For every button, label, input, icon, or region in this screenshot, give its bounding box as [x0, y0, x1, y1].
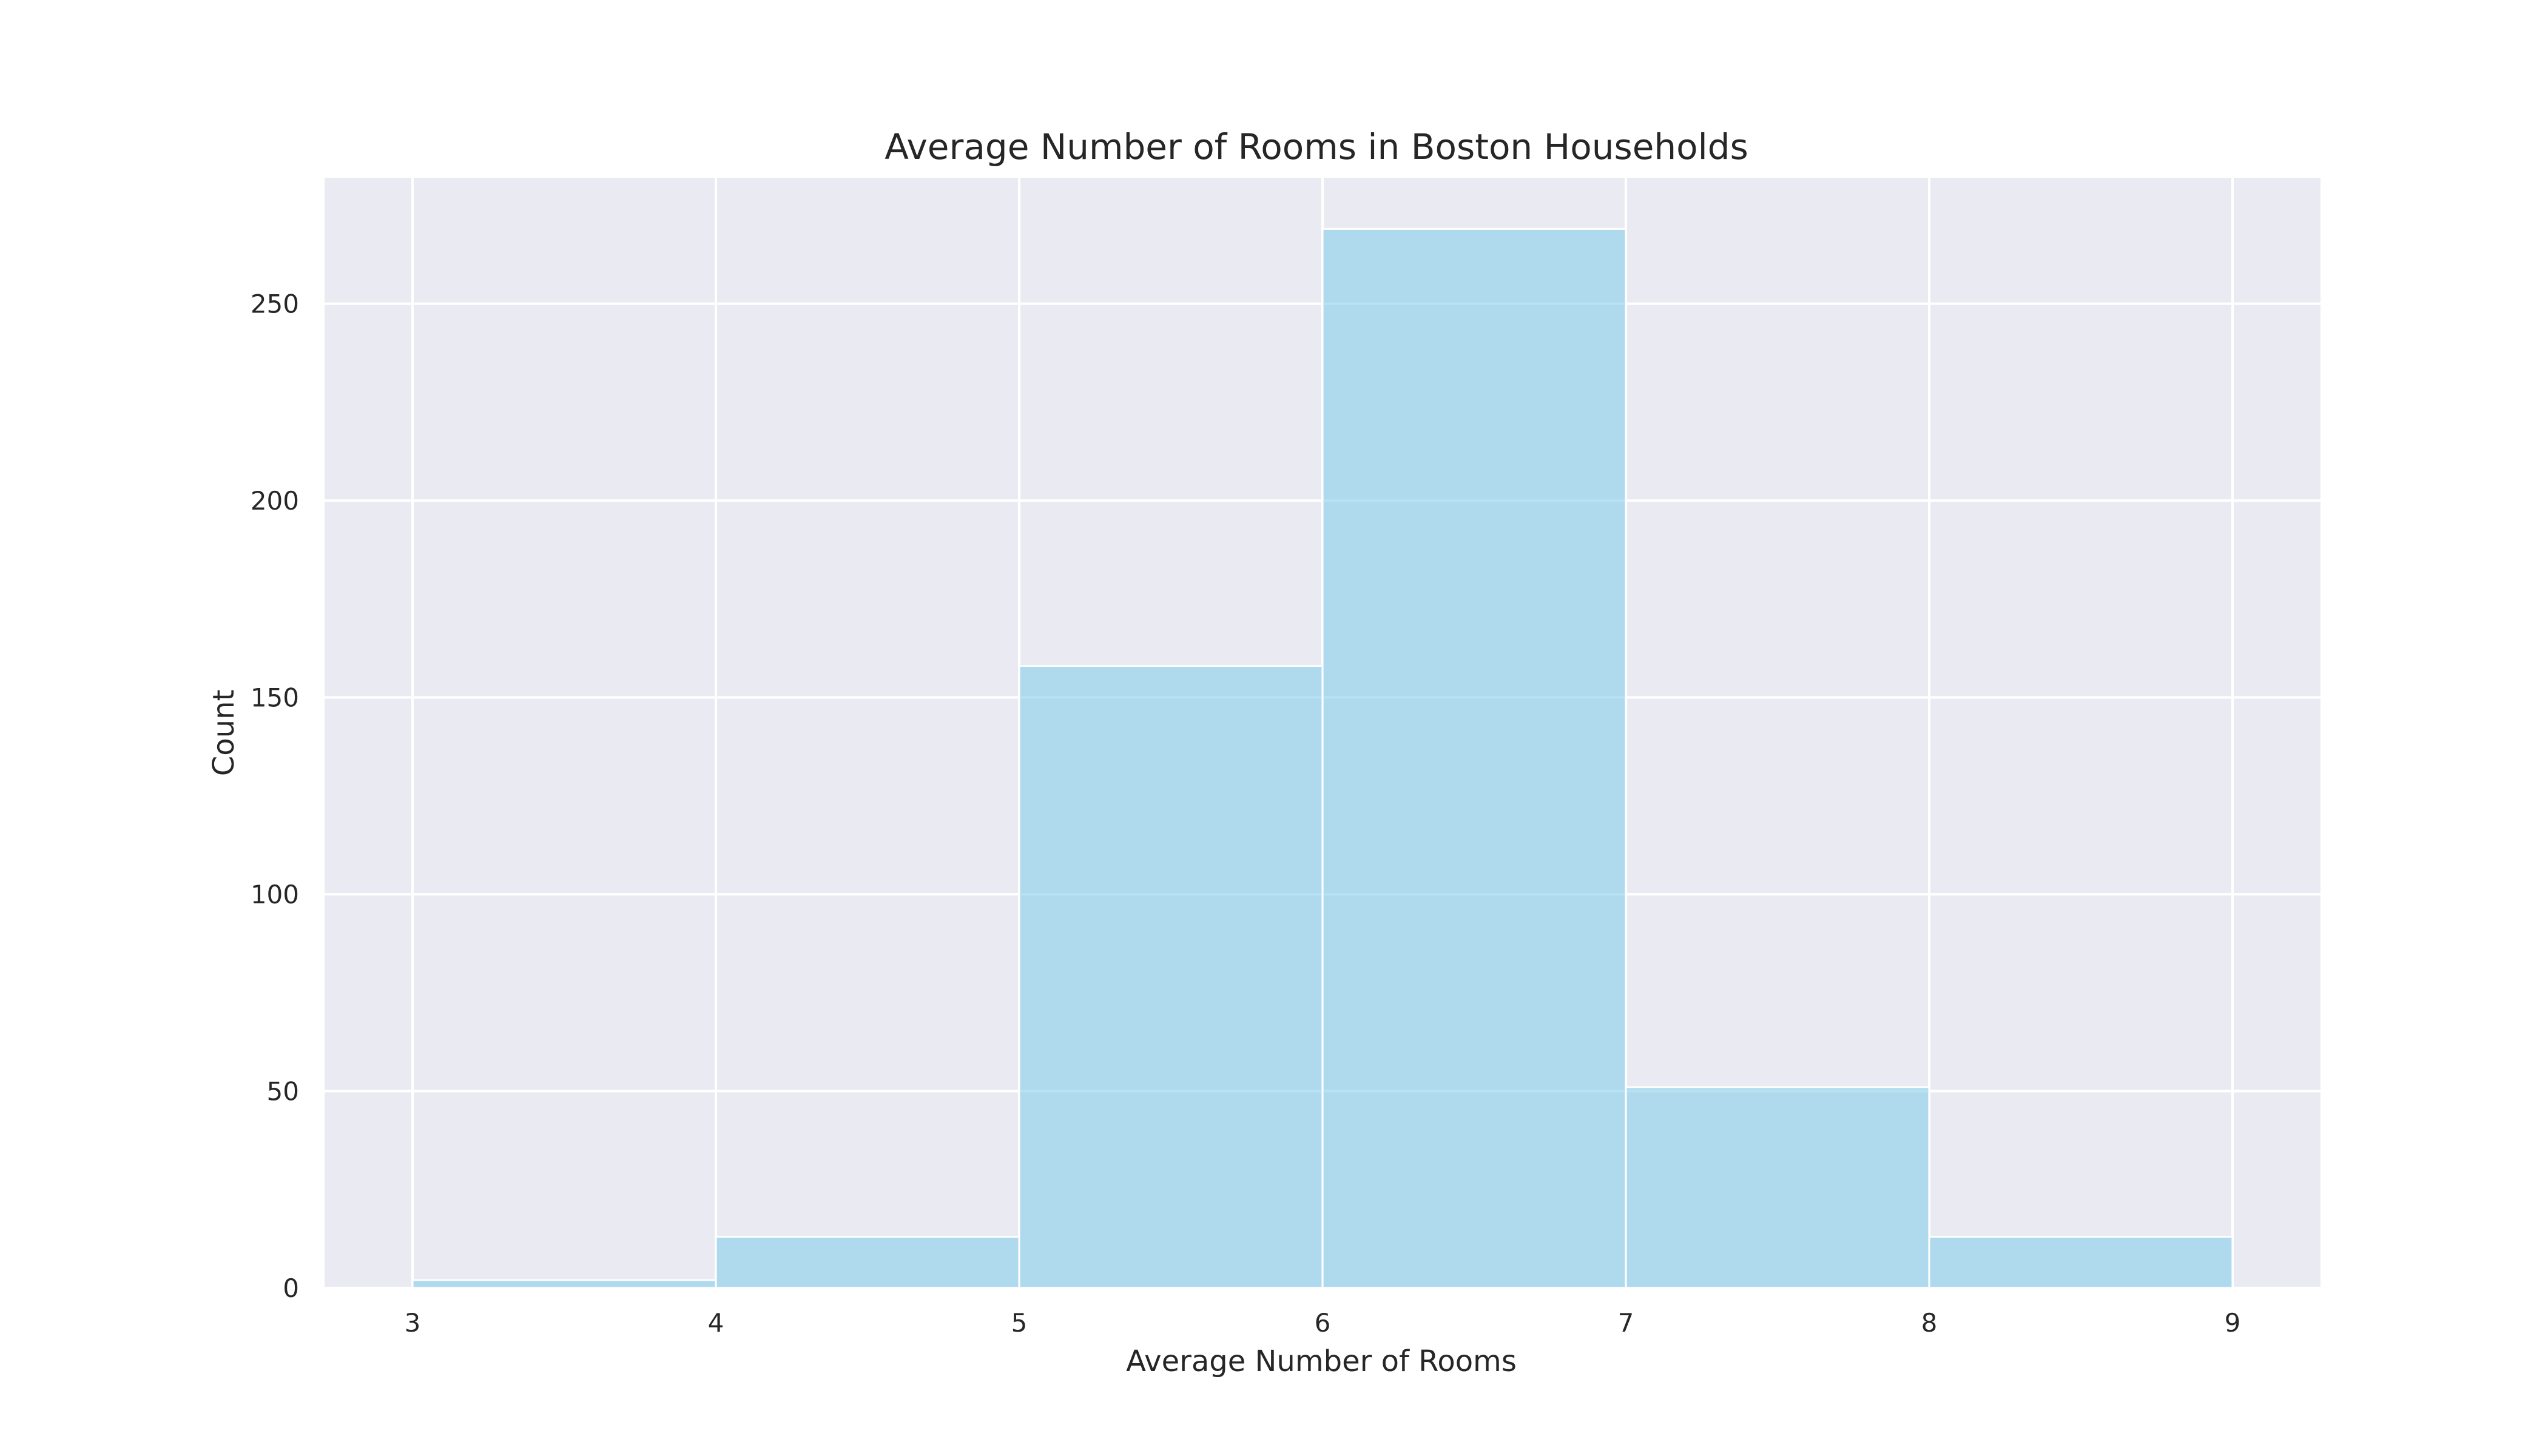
y-tick-label: 0: [283, 1273, 299, 1303]
x-tick-label: 6: [1315, 1308, 1331, 1338]
histogram-bar: [411, 1279, 717, 1289]
histogram-bar: [1928, 1236, 2234, 1289]
x-axis-label: Average Number of Rooms: [1126, 1344, 1517, 1378]
chart-title: Average Number of Rooms in Boston Househ…: [885, 126, 1748, 167]
y-axis-ticks: 0 50 100 150 200 250: [251, 289, 299, 1303]
y-tick-label: 250: [251, 289, 299, 319]
histogram-bar: [1321, 228, 1627, 1289]
histogram-bar: [1625, 1086, 1930, 1289]
y-tick-label: 100: [251, 880, 299, 909]
histogram-bars: [411, 228, 2234, 1289]
x-tick-label: 9: [2225, 1308, 2241, 1338]
y-tick-label: 150: [251, 683, 299, 713]
x-tick-label: 4: [708, 1308, 724, 1338]
x-tick-label: 8: [1921, 1308, 1938, 1338]
histogram-bar: [1018, 665, 1324, 1289]
x-tick-label: 5: [1011, 1308, 1028, 1338]
x-tick-label: 7: [1618, 1308, 1634, 1338]
y-axis-label: Count: [207, 690, 241, 777]
y-tick-label: 50: [267, 1077, 299, 1107]
histogram-bar: [715, 1236, 1020, 1289]
x-axis-ticks: 3 4 5 6 7 8 9: [405, 1308, 2241, 1338]
x-tick-label: 3: [405, 1308, 421, 1338]
y-tick-label: 200: [251, 486, 299, 516]
